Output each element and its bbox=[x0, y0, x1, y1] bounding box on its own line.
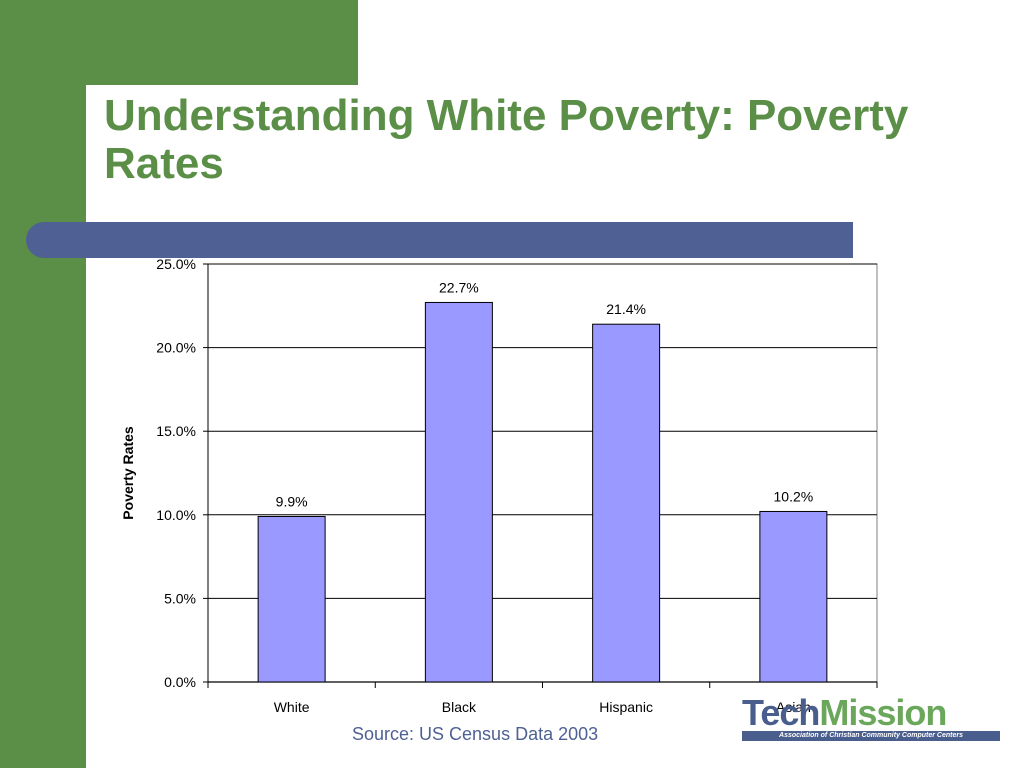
source-note: Source: US Census Data 2003 bbox=[352, 724, 599, 744]
techmission-logo: TechMission Association of Christian Com… bbox=[742, 695, 1002, 741]
top-green-block bbox=[0, 0, 358, 85]
title-divider-bar bbox=[26, 222, 853, 258]
bar-black bbox=[424, 301, 493, 683]
y-tick-label: 10.0% bbox=[156, 507, 196, 523]
x-tick-label: Asian bbox=[776, 699, 811, 715]
logo-word-mission: Mission bbox=[819, 692, 947, 733]
y-tick-label: 15.0% bbox=[156, 423, 196, 439]
y-axis-title: Poverty Rates bbox=[120, 426, 136, 520]
bar-hispanic bbox=[592, 323, 661, 683]
logo-word-tech: Tech bbox=[742, 692, 820, 733]
data-label: 22.7% bbox=[439, 279, 479, 295]
data-label: 10.2% bbox=[774, 488, 814, 504]
bar-white bbox=[257, 515, 326, 683]
y-tick-label: 25.0% bbox=[156, 256, 196, 272]
y-tick-label: 20.0% bbox=[156, 340, 196, 356]
data-label: 9.9% bbox=[276, 493, 308, 509]
bar-asian bbox=[759, 510, 828, 683]
y-tick-label: 5.0% bbox=[164, 590, 196, 606]
logo-wordmark: TechMission bbox=[742, 692, 947, 733]
slide-title: Understanding White Poverty: Poverty Rat… bbox=[104, 91, 909, 188]
logo-tagline: Association of Christian Community Compu… bbox=[742, 731, 1000, 741]
x-tick-label: Hispanic bbox=[599, 699, 653, 715]
x-tick-label: White bbox=[274, 699, 310, 715]
x-tick-label: Black bbox=[442, 699, 477, 715]
left-green-band bbox=[0, 0, 86, 768]
data-label: 21.4% bbox=[606, 301, 646, 317]
y-tick-label: 0.0% bbox=[164, 674, 196, 690]
